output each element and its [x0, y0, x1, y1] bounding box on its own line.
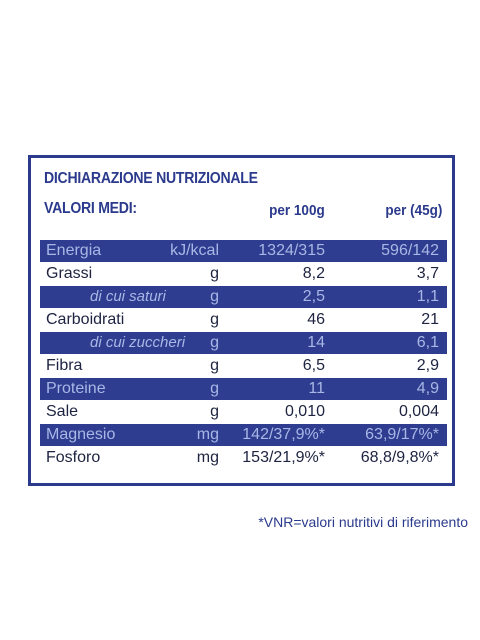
nutrient-name: Magnesio — [46, 426, 116, 443]
nutrient-name: Energia — [46, 242, 102, 259]
value-per-portion: 68,8/9,8%* — [360, 449, 439, 466]
title: DICHIARAZIONE NUTRIZIONALE — [44, 170, 258, 187]
value-per-portion: 4,9 — [416, 380, 439, 397]
unit: g — [210, 265, 219, 282]
table-row: Sale g 0,010 0,004 — [40, 401, 447, 423]
table-row: Energia kJ/kcal 1324/315 596/142 — [40, 240, 447, 262]
unit: mg — [196, 449, 219, 466]
nutrient-name: Proteine — [46, 380, 106, 397]
value-per-portion: 21 — [421, 311, 439, 328]
nutrient-name: Grassi — [46, 265, 93, 282]
value-per-100g: 46 — [307, 311, 325, 328]
value-per-portion: 596/142 — [381, 242, 439, 259]
label-frame — [28, 155, 455, 486]
value-per-100g: 2,5 — [302, 288, 325, 305]
value-per-portion: 0,004 — [398, 403, 439, 420]
value-per-100g: 1324/315 — [258, 242, 325, 259]
value-per-portion: 3,7 — [416, 265, 439, 282]
nutrient-name: Fosforo — [46, 449, 101, 466]
value-per-100g: 0,010 — [284, 403, 325, 420]
unit: g — [210, 334, 219, 351]
table-row: Carboidrati g 46 21 — [40, 309, 447, 331]
column-header: per (45g) — [384, 202, 442, 219]
unit: g — [210, 380, 219, 397]
unit: g — [210, 403, 219, 420]
value-per-100g: 11 — [308, 380, 325, 397]
subtitle: VALORI MEDI: — [44, 200, 137, 217]
value-per-portion: 6,1 — [416, 334, 439, 351]
table-row: Grassi g 8,2 3,7 — [40, 263, 447, 285]
table-row: Magnesio mg 142/37,9%* 63,9/17%* — [40, 424, 447, 446]
unit: g — [210, 311, 219, 328]
value-per-portion: 2,9 — [416, 357, 439, 374]
table-row: di cui zuccheri g 14 6,1 — [40, 332, 447, 354]
value-per-100g: 153/21,9%* — [242, 449, 325, 466]
unit: mg — [196, 426, 219, 443]
footnote: *VNR=valori nutritivi di riferimento — [258, 514, 468, 530]
value-per-100g: 6,5 — [302, 357, 325, 374]
unit: g — [210, 357, 219, 374]
column-header: per 100g — [269, 202, 325, 219]
table-row: Fosforo mg 153/21,9%* 68,8/9,8%* — [40, 447, 447, 469]
unit: kJ/kcal — [170, 242, 219, 259]
nutrient-name: di cui zuccheri — [90, 334, 186, 351]
value-per-100g: 142/37,9%* — [242, 426, 325, 443]
value-per-portion: 63,9/17%* — [365, 426, 439, 443]
value-per-portion: 1,1 — [416, 288, 439, 305]
nutrient-name: Carboidrati — [46, 311, 125, 328]
nutrient-name: Fibra — [46, 357, 83, 374]
value-per-100g: 14 — [307, 334, 325, 351]
table-row: di cui saturi g 2,5 1,1 — [40, 286, 447, 308]
unit: g — [210, 288, 219, 305]
table-row: Fibra g 6,5 2,9 — [40, 355, 447, 377]
nutrient-name: Sale — [46, 403, 79, 420]
table-row: Proteine g 11 4,9 — [40, 378, 447, 400]
nutrient-name: di cui saturi — [90, 288, 166, 305]
value-per-100g: 8,2 — [302, 265, 325, 282]
